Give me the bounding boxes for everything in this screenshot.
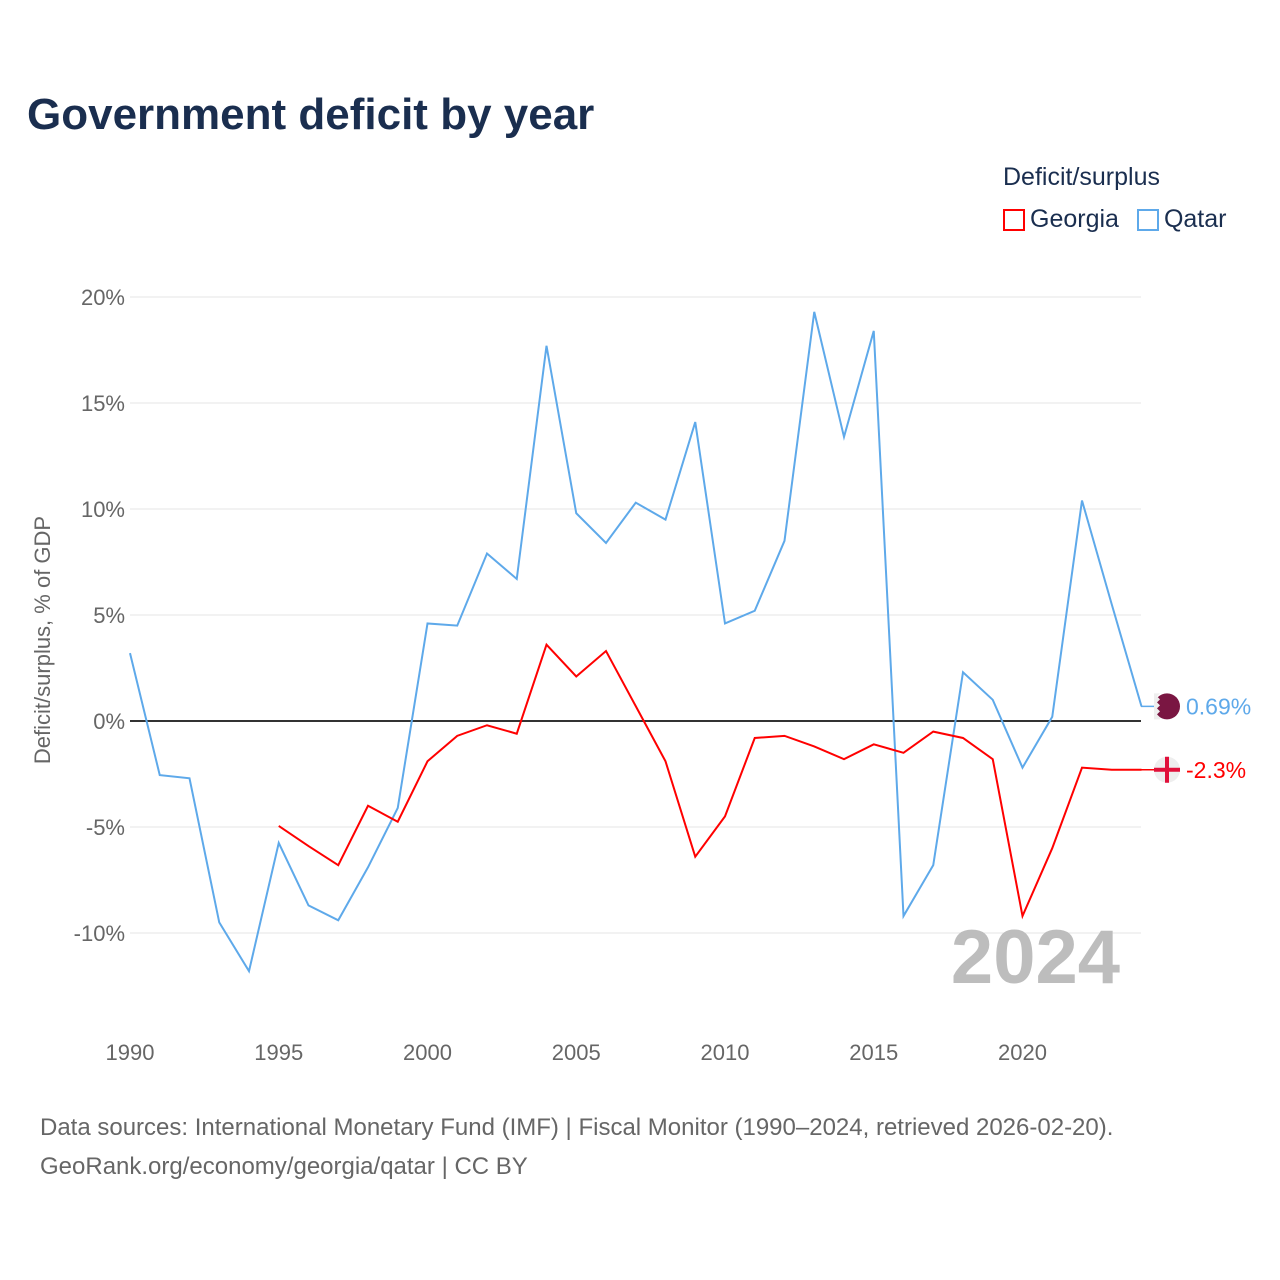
legend-label-qatar: Qatar (1163, 205, 1227, 233)
legend-label-georgia: Georgia (1030, 205, 1119, 233)
y-tick-label: -5% (86, 815, 125, 840)
year-watermark: 2024 (951, 915, 1120, 1000)
legend-swatch-qatar (1136, 208, 1159, 231)
legend-title: Deficit/surplus (1003, 163, 1160, 191)
x-tick-label: 2020 (998, 1040, 1047, 1065)
x-tick-label: 1990 (106, 1040, 155, 1065)
legend-item-qatar[interactable]: Qatar (1136, 205, 1227, 234)
legend-swatch-georgia (1003, 208, 1025, 231)
y-tick-label: 10% (81, 497, 125, 522)
y-tick-label: 0% (93, 709, 125, 734)
end-value-label-qatar: 0.69% (1186, 693, 1251, 719)
qatar-flag-icon (1154, 693, 1180, 720)
x-tick-label: 2000 (403, 1040, 452, 1065)
series-line-georgia (278, 642, 1142, 920)
chart-title: Government deficit by year (27, 90, 595, 139)
x-tick-label: 1995 (254, 1040, 303, 1065)
source-line-2: GeoRank.org/economy/georgia/qatar | CC B… (40, 1153, 528, 1180)
y-axis-label: Deficit/surplus, % of GDP (30, 516, 55, 764)
legend-item-georgia[interactable]: Georgia (1003, 205, 1119, 234)
x-tick-label: 2005 (552, 1040, 601, 1065)
y-tick-label: 5% (93, 603, 125, 628)
end-value-label-georgia: -2.3% (1186, 757, 1246, 783)
legend: Georgia Qatar (1003, 205, 1226, 234)
y-tick-label: 15% (81, 391, 125, 416)
source-note: Data sources: International Monetary Fun… (40, 1108, 1113, 1186)
x-tick-label: 2015 (849, 1040, 898, 1065)
georgia-flag-icon (1154, 756, 1180, 783)
y-tick-label: -10% (74, 921, 125, 946)
x-tick-label: 2010 (701, 1040, 750, 1065)
y-tick-label: 20% (81, 285, 125, 310)
series-line-qatar (129, 311, 1143, 974)
source-line-1: Data sources: International Monetary Fun… (40, 1114, 1114, 1141)
